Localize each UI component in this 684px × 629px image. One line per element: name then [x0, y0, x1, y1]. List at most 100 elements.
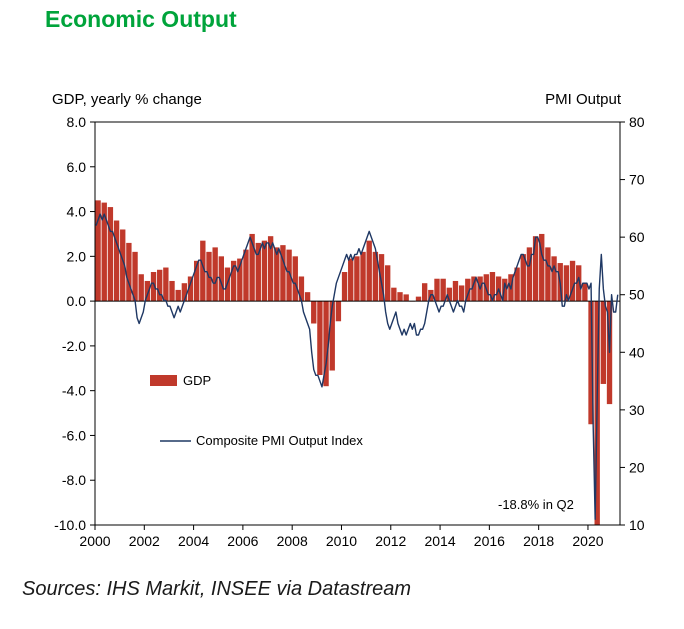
gdp-bar: [391, 287, 397, 302]
gdp-bar: [360, 251, 366, 302]
gdp-bar: [465, 278, 471, 302]
gdp-bar: [348, 258, 354, 302]
gdp-bar: [397, 292, 403, 302]
gdp-bar: [261, 240, 268, 302]
gdp-bar: [292, 256, 298, 302]
legend-gdp-label: GDP: [183, 373, 211, 388]
gdp-bar: [323, 301, 329, 387]
svg-text:0.0: 0.0: [67, 293, 87, 309]
gdp-bar: [311, 301, 317, 324]
gdp-bar: [526, 247, 533, 302]
annotation-q2: -18.8% in Q2: [498, 497, 574, 512]
gdp-bar: [169, 280, 175, 302]
svg-text:20: 20: [629, 459, 645, 475]
svg-text:6.0: 6.0: [67, 159, 87, 175]
plot-border: [94, 121, 621, 526]
gdp-bar: [582, 283, 588, 302]
gdp-bar: [212, 247, 218, 302]
gdp-bar: [569, 260, 576, 302]
gdp-bar: [502, 278, 508, 302]
gdp-bar: [600, 301, 607, 384]
svg-text:30: 30: [629, 402, 645, 418]
gdp-bar: [157, 269, 163, 302]
gdp-bar: [237, 258, 243, 302]
gdp-bar: [113, 220, 120, 302]
gdp-bar: [175, 289, 181, 302]
gdp-bar: [440, 278, 446, 302]
gdp-bar: [539, 233, 545, 302]
svg-text:2014: 2014: [424, 533, 455, 549]
chart-legend: GDP Composite PMI Output Index: [150, 373, 363, 448]
gdp-bar: [372, 251, 379, 302]
gdp-bar: [366, 240, 372, 302]
svg-text:-4.0: -4.0: [62, 383, 86, 399]
gdp-bar: [329, 301, 335, 371]
svg-text:70: 70: [629, 172, 645, 188]
gdp-bar: [385, 265, 391, 302]
legend-pmi-label: Composite PMI Output Index: [196, 433, 363, 448]
gdp-bar: [286, 249, 292, 302]
svg-text:80: 80: [629, 114, 645, 130]
right-axis: 80 70 60 50 40 30 20 10: [620, 114, 645, 533]
gdp-bar: [434, 278, 440, 302]
gdp-bar: [150, 272, 157, 302]
gdp-bar: [403, 294, 409, 302]
gdp-bar: [274, 247, 280, 302]
gdp-bar: [452, 280, 459, 302]
chart-plot: 8.0 6.0 4.0 2.0 0.0 -2.0 -4.0 -6.0 -8.0 -10.0 80 70…: [54, 114, 645, 549]
svg-text:50: 50: [629, 287, 645, 303]
gdp-bar: [200, 240, 206, 302]
gdp-bar: [563, 265, 570, 302]
svg-text:-6.0: -6.0: [62, 427, 86, 443]
gdp-bar: [120, 229, 126, 302]
gdp-bar: [335, 301, 342, 322]
gdp-bar: [520, 254, 526, 302]
gdp-bar: [243, 249, 249, 302]
svg-text:40: 40: [629, 344, 645, 360]
svg-text:60: 60: [629, 229, 645, 245]
gdp-bars: [95, 200, 613, 525]
gdp-bar: [218, 256, 224, 302]
svg-text:10: 10: [629, 517, 645, 533]
gdp-bar: [255, 242, 261, 302]
svg-text:2020: 2020: [572, 533, 603, 549]
gdp-bar: [193, 260, 200, 302]
gdp-bar: [107, 207, 114, 302]
gdp-bar: [101, 202, 107, 302]
svg-text:4.0: 4.0: [67, 204, 87, 220]
gdp-bar: [126, 242, 132, 302]
svg-text:-10.0: -10.0: [54, 517, 86, 533]
gdp-bar: [249, 233, 255, 302]
gdp-bar: [421, 283, 428, 302]
svg-text:2004: 2004: [178, 533, 209, 549]
gdp-bar: [458, 285, 465, 302]
svg-text:2002: 2002: [129, 533, 160, 549]
gdp-bar: [304, 292, 311, 302]
svg-text:2016: 2016: [474, 533, 505, 549]
svg-text:2000: 2000: [79, 533, 110, 549]
legend-gdp-swatch: [150, 375, 177, 386]
gdp-bar: [230, 260, 237, 302]
gdp-bar: [378, 254, 385, 302]
right-axis-title: PMI Output: [545, 91, 621, 108]
svg-text:8.0: 8.0: [67, 114, 87, 130]
left-axis-title: GDP, yearly % change: [52, 91, 202, 108]
gdp-bar: [163, 267, 169, 302]
gdp-bar: [354, 256, 360, 302]
gdp-bar: [415, 296, 422, 302]
svg-text:2018: 2018: [523, 533, 554, 549]
gdp-bar: [181, 283, 188, 302]
gdp-bar: [471, 276, 477, 302]
gdp-bar: [514, 267, 520, 302]
gdp-bar: [576, 265, 582, 302]
gdp-bar: [144, 280, 151, 302]
svg-text:2012: 2012: [375, 533, 406, 549]
gdp-bar: [588, 301, 594, 425]
svg-text:-8.0: -8.0: [62, 472, 86, 488]
pmi-line: [95, 213, 619, 520]
gdp-bar: [532, 236, 539, 302]
source-note: Sources: IHS Markit, INSEE via Datastrea…: [22, 578, 412, 600]
svg-text:2.0: 2.0: [67, 248, 87, 264]
x-axis: 2000 2002 2004 2006 2008 2010 2012 2014 2016 2018…: [79, 525, 604, 549]
